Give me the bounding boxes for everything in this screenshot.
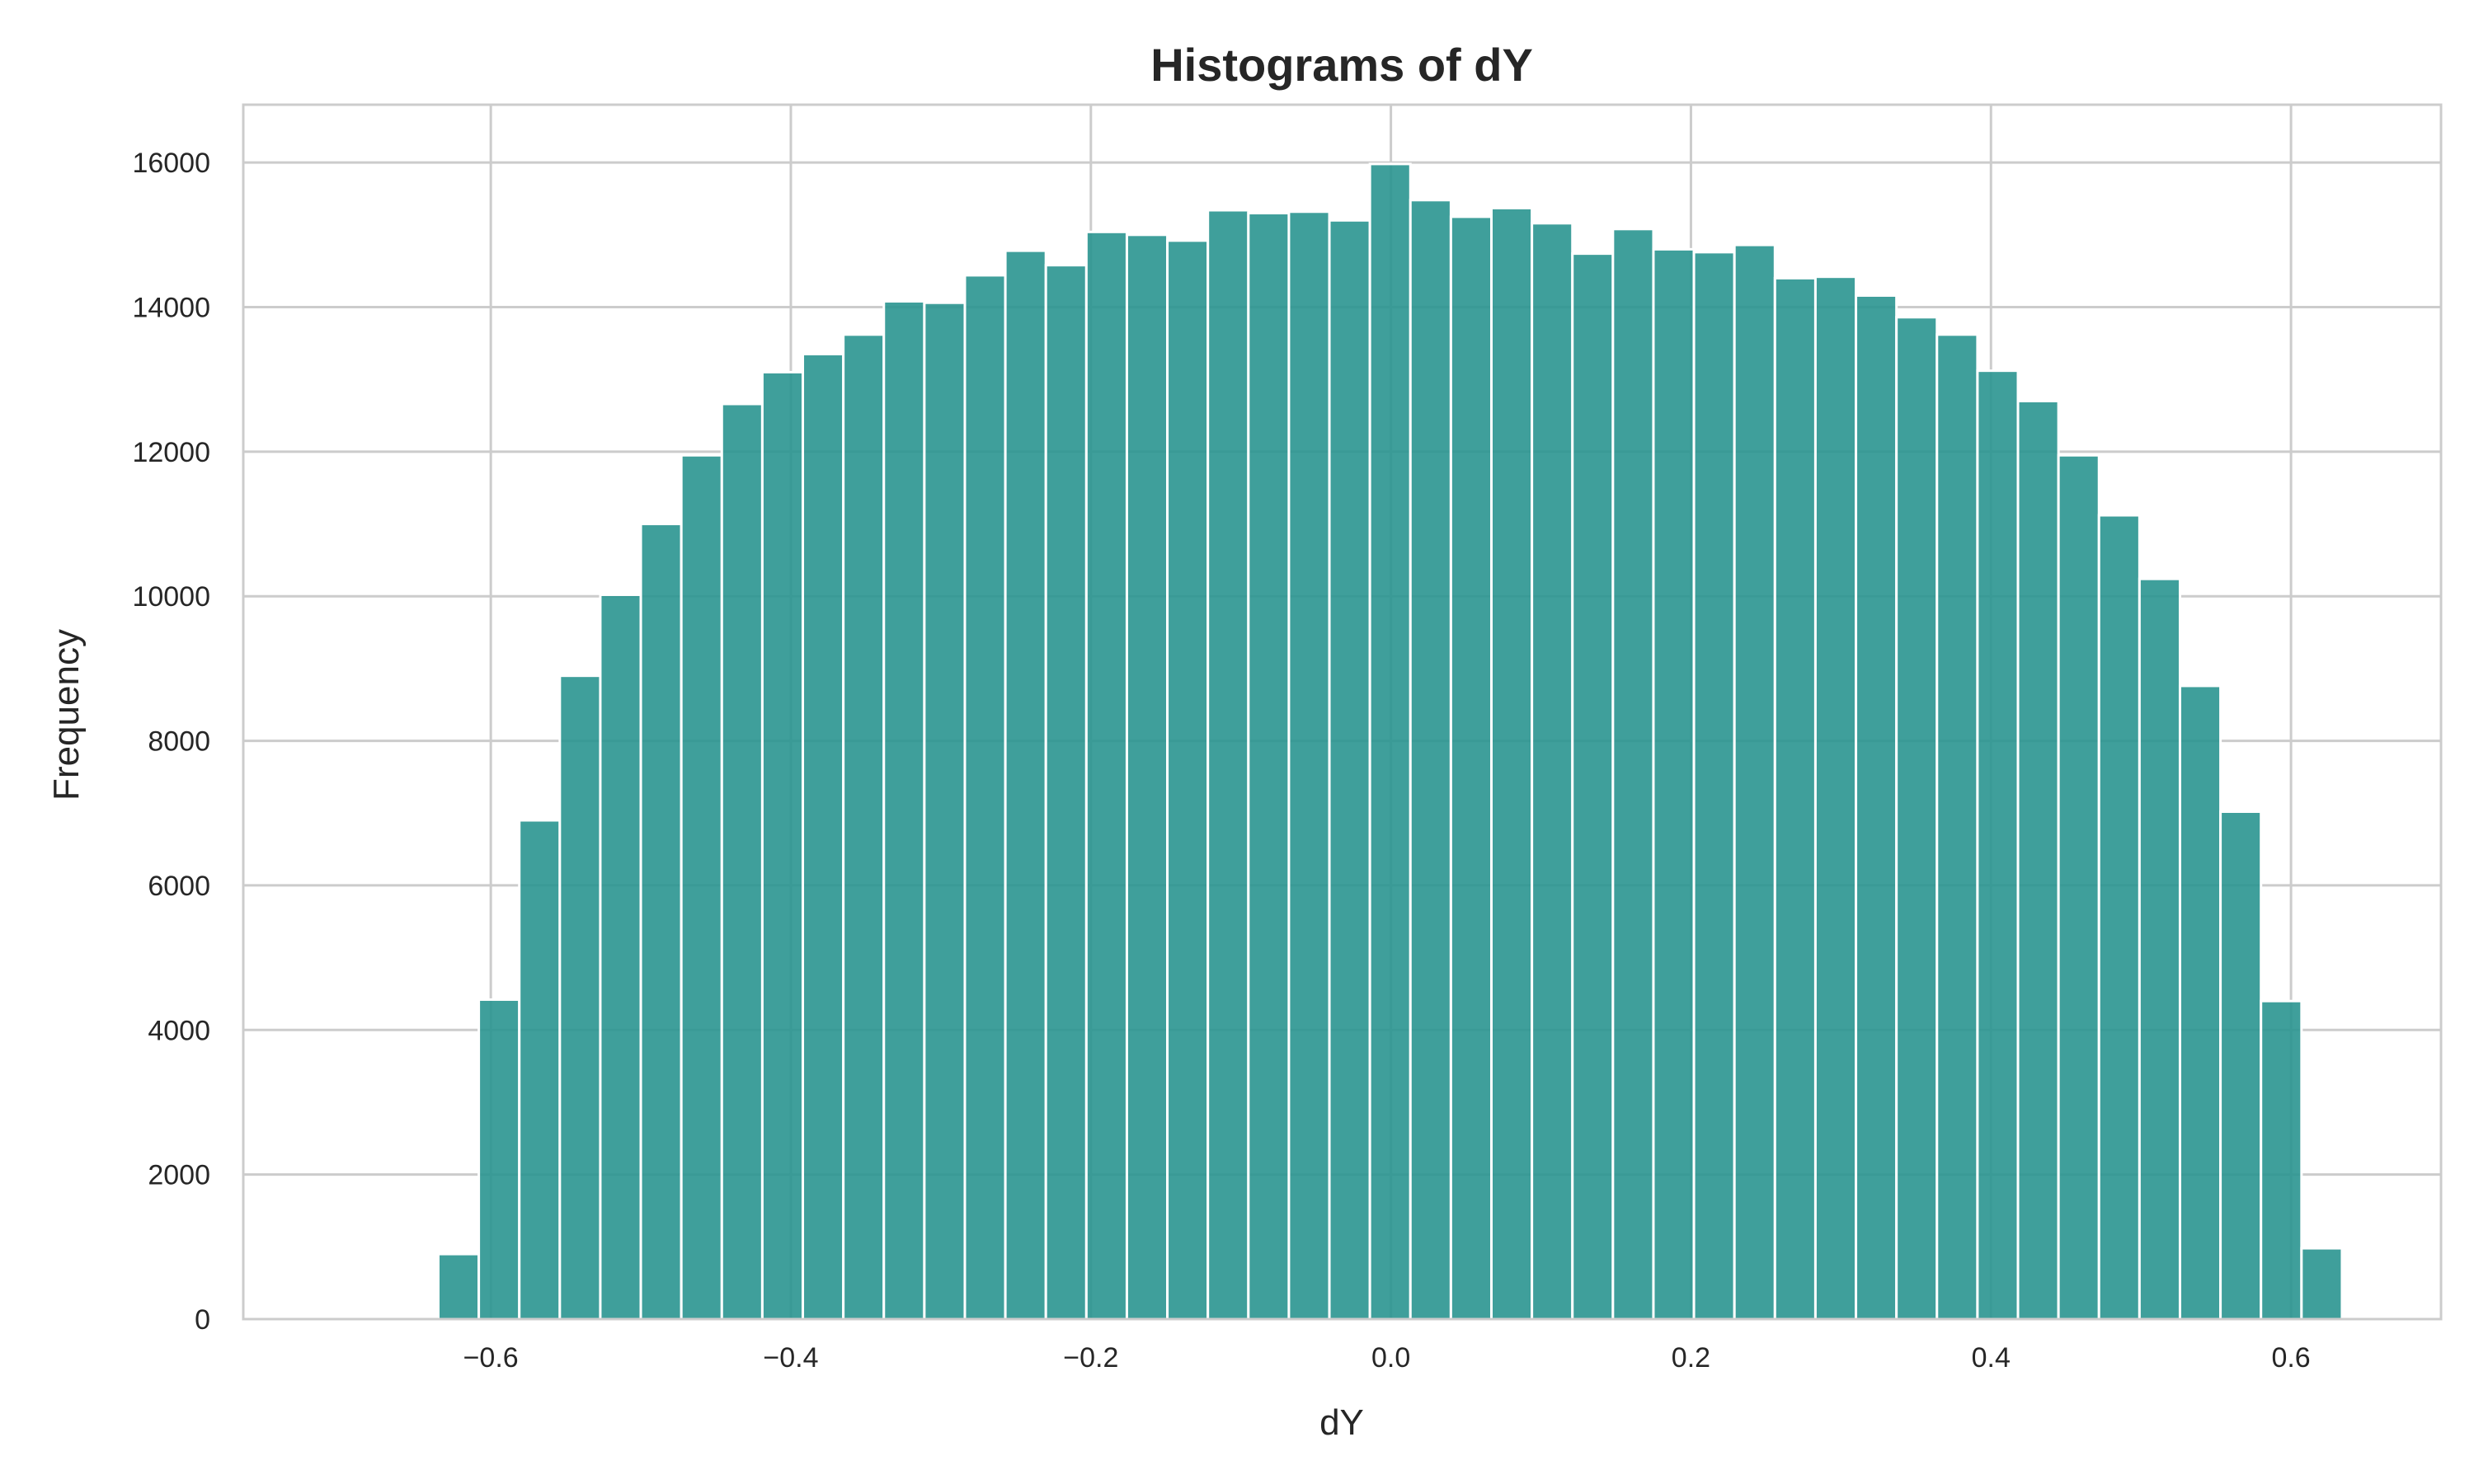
histogram-bar: [760, 370, 805, 1321]
x-tick-label: −0.6: [463, 1342, 519, 1374]
histogram-bar: [1935, 333, 1979, 1321]
y-tick-label: 16000: [132, 148, 210, 179]
x-tick-labels: −0.6 −0.4 −0.2 0.0 0.2 0.4 0.6: [463, 1342, 2311, 1374]
histogram-bar: [2219, 810, 2263, 1321]
histogram-bar: [882, 299, 926, 1321]
histogram-bar: [1733, 243, 1776, 1321]
y-tick-label: 4000: [148, 1015, 210, 1046]
histogram-bar: [1652, 247, 1696, 1321]
histogram-bar: [802, 352, 845, 1321]
x-tick-label: −0.2: [1063, 1342, 1118, 1374]
histogram-bar: [1125, 233, 1169, 1321]
y-tick-labels: 0 2000 4000 6000 8000 10000 12000 14000 16000: [132, 148, 210, 1336]
histogram-bar: [518, 819, 562, 1321]
histogram-bar: [2097, 514, 2141, 1321]
chart-title: Histograms of dY: [1150, 39, 1533, 91]
histogram-bar: [1409, 199, 1452, 1321]
histogram-bar: [1611, 228, 1655, 1321]
histogram-bar: [477, 998, 521, 1321]
histogram-bar: [436, 1252, 481, 1321]
histogram-bar: [1813, 275, 1858, 1321]
x-tick-label: 0.2: [1672, 1342, 1710, 1374]
histogram-bar: [1004, 249, 1047, 1321]
histogram-bar: [2016, 399, 2060, 1321]
y-tick-label: 12000: [132, 437, 210, 468]
histogram-bar: [1084, 230, 1128, 1321]
y-tick-label: 0: [195, 1304, 210, 1336]
histogram-bar: [2138, 577, 2181, 1321]
histogram-bar: [1692, 251, 1736, 1321]
histogram-bar: [1976, 369, 2020, 1321]
y-axis-label: Frequency: [46, 629, 87, 801]
histogram-bar: [1855, 294, 1898, 1321]
histogram-bars: [436, 162, 2344, 1321]
histogram-bar: [558, 674, 602, 1321]
histogram-bar: [1571, 252, 1615, 1321]
x-tick-label: −0.4: [763, 1342, 818, 1374]
y-tick-label: 2000: [148, 1160, 210, 1191]
x-tick-label: 0.0: [1371, 1342, 1410, 1374]
histogram-bar: [680, 453, 723, 1321]
histogram-bar: [963, 274, 1007, 1321]
histogram-bar: [1895, 316, 1939, 1321]
y-tick-label: 14000: [132, 293, 210, 324]
y-tick-label: 6000: [148, 871, 210, 902]
histogram-bar: [599, 593, 642, 1321]
plot-frame: [242, 103, 2443, 1321]
x-tick-label: 0.6: [2271, 1342, 2310, 1374]
histogram-bar: [1166, 239, 1210, 1321]
x-axis-label: dY: [1319, 1402, 1364, 1443]
histogram-bar: [1287, 210, 1331, 1321]
histogram-bar: [923, 301, 967, 1321]
histogram-bar: [1531, 222, 1574, 1321]
histogram-bar: [1044, 264, 1088, 1321]
histogram-bar: [1773, 276, 1817, 1321]
histogram-bar: [1247, 212, 1291, 1321]
histogram-bar: [1328, 218, 1371, 1321]
histogram-bar: [1206, 209, 1250, 1321]
x-tick-label: 0.4: [1972, 1342, 2011, 1374]
histogram-bar: [1449, 215, 1493, 1321]
histogram-bar: [720, 402, 764, 1321]
histogram-bar: [2057, 453, 2100, 1321]
histogram-bar: [2260, 999, 2303, 1321]
y-tick-label: 10000: [132, 581, 210, 613]
histogram-bar: [1490, 206, 1534, 1321]
histogram-bar: [842, 333, 886, 1321]
histogram-bar: [2300, 1247, 2344, 1321]
histogram-bar: [639, 523, 683, 1321]
histogram-bar: [2178, 684, 2222, 1321]
y-tick-label: 8000: [148, 726, 210, 758]
histogram-bar: [1368, 162, 1412, 1321]
